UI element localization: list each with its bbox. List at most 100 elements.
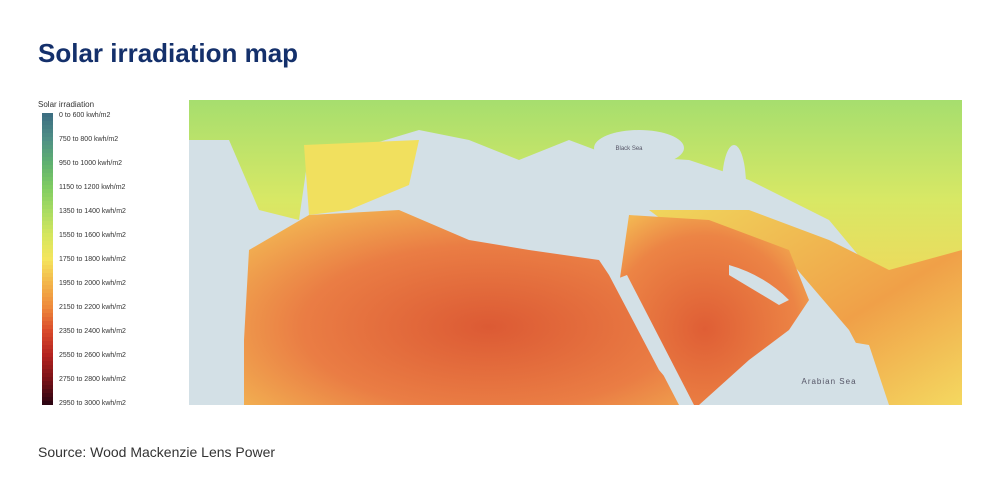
europe-asia [189,100,962,300]
legend-row: 1750 to 1800 kwh/m2 [38,256,178,263]
legend-swatch [42,401,53,405]
legend-row: 1150 to 1200 kwh/m2 [38,183,178,191]
legend-label: 2150 to 2200 kwh/m2 [59,303,126,311]
legend-label: 2350 to 2400 kwh/m2 [59,327,126,335]
legend-row [38,149,178,153]
legend-row [38,309,178,313]
legend-row [38,173,178,177]
legend-swatch [42,209,53,213]
legend-swatch [42,113,53,117]
legend-row [38,293,178,297]
legend-swatch [42,305,53,309]
legend-swatch [42,333,53,337]
legend-swatch [42,213,53,217]
legend-row [38,189,178,193]
legend-swatch [42,329,53,333]
legend-row [38,253,178,257]
legend-swatch [42,169,53,173]
legend-swatch [42,205,53,209]
red-sea [614,275,694,405]
legend-swatch [42,357,53,361]
legend-row [38,117,178,121]
legend-swatch [42,201,53,205]
legend-swatch [42,349,53,353]
legend-swatch [42,189,53,193]
legend-label: 0 to 600 kwh/m2 [59,111,111,119]
legend-swatch [42,353,53,357]
legend-swatch [42,393,53,397]
legend-swatch [42,313,53,317]
legend-row [38,357,178,361]
map: Black Sea Arabian Sea [189,100,962,405]
map-label: Black Sea [615,146,643,152]
arabian-sea-water [709,335,889,405]
legend-label: 1950 to 2000 kwh/m2 [59,279,126,287]
legend-swatch [42,377,53,381]
legend-label: 1150 to 1200 kwh/m2 [59,183,126,191]
legend-swatch [42,129,53,133]
legend-swatch [42,121,53,125]
legend-swatch [42,253,53,257]
legend-row [38,333,178,337]
legend-swatch [42,137,53,141]
legend-swatch [42,245,53,249]
legend-row: 2550 to 2600 kwh/m2 [38,352,178,359]
legend-row [38,265,178,269]
legend-row: 2150 to 2200 kwh/m2 [38,303,178,311]
legend-row [38,145,178,149]
legend-row [38,229,178,233]
legend-items: 0 to 600 kwh/m2 750 to 800 kwh/m2 950 to 1… [38,111,178,407]
legend-row [38,201,178,205]
legend-swatch [42,257,53,261]
legend-label: 2750 to 2800 kwh/m2 [59,375,126,383]
legend-swatch [42,289,53,293]
iberia [304,140,419,215]
legend-swatch [42,141,53,145]
legend-swatch [42,193,53,197]
legend-row [38,217,178,221]
title: Solar irradiation map [38,38,299,68]
legend-row [38,321,178,325]
legend-swatch [42,157,53,161]
legend-swatch [42,341,53,345]
legend-label: 750 to 800 kwh/m2 [59,135,119,143]
legend-swatch [42,373,53,377]
legend-swatch [42,181,53,185]
legend-row [38,141,178,145]
legend-row: 1350 to 1400 kwh/m2 [38,207,178,215]
legend-row: 2950 to 3000 kwh/m2 [38,400,178,407]
legend-swatch [42,225,53,229]
caspian-sea [722,145,746,225]
legend-row [38,337,178,341]
legend-row [38,197,178,201]
legend-row [38,249,178,253]
legend-swatch [42,133,53,137]
legend-row [38,121,178,125]
legend-swatch [42,361,53,365]
legend-row [38,349,178,353]
legend-row [38,181,178,185]
legend-label: 950 to 1000 kwh/m2 [59,159,123,167]
legend-row [38,373,178,377]
legend-row [38,177,178,181]
legend-label: 1350 to 1400 kwh/m2 [59,207,126,215]
legend-row [38,313,178,317]
legend-row [38,213,178,217]
legend-swatch [42,145,53,149]
map-label: Arabian Sea [801,377,856,386]
legend-row [38,381,178,385]
legend-swatch [42,277,53,281]
legend-row [38,369,178,373]
legend-row [38,241,178,245]
legend-swatch [42,293,53,297]
legend-row [38,125,178,129]
iran-india [649,210,962,405]
legend-row [38,261,178,265]
legend-swatch [42,369,53,373]
legend-swatch [42,381,53,385]
legend-swatch [42,285,53,289]
legend-row [38,385,178,389]
legend-row [38,397,178,401]
legend-row [38,289,178,293]
